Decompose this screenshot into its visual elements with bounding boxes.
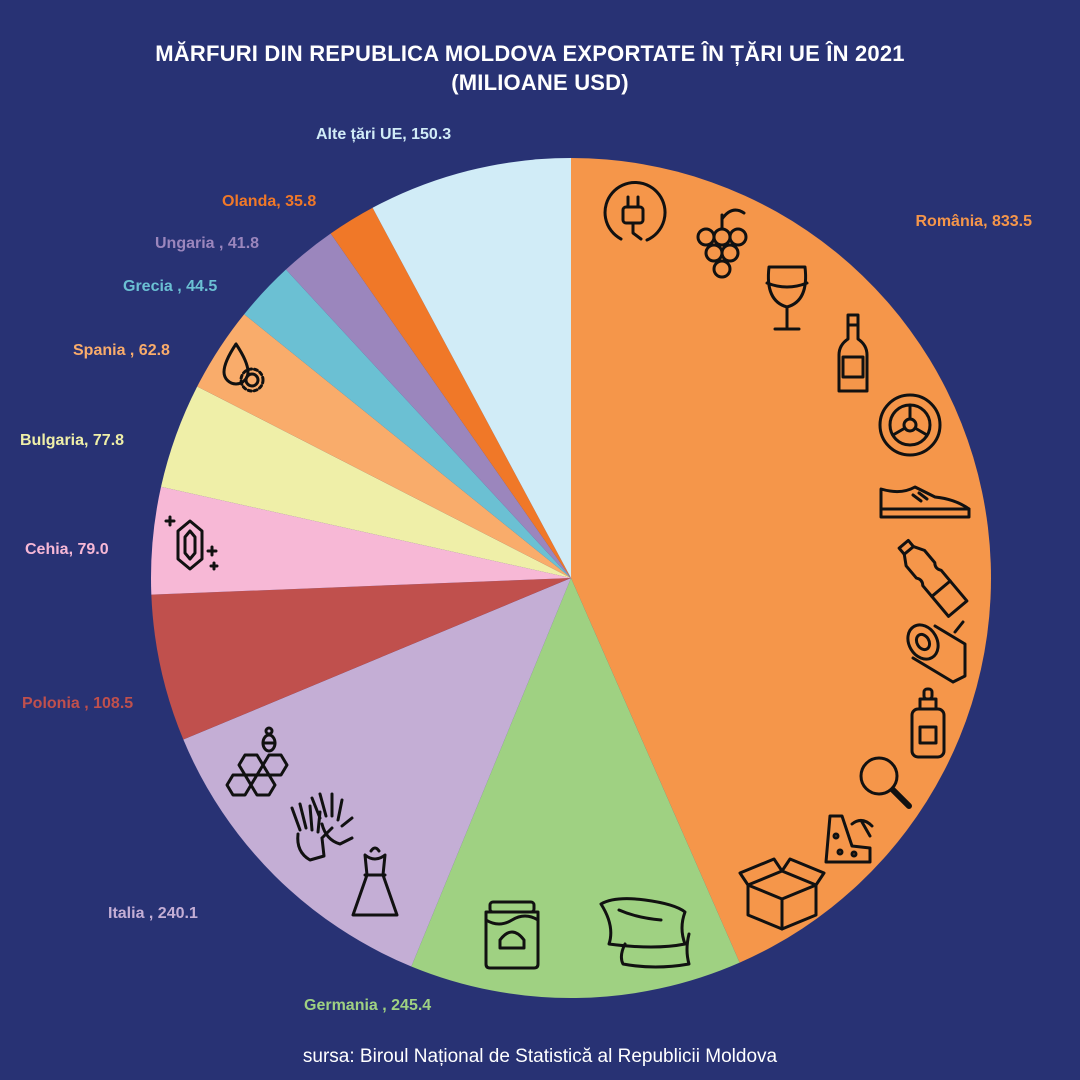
source-note: sursa: Biroul Național de Statistică al … [303, 1046, 778, 1067]
slice-label: Polonia , 108.5 [22, 695, 133, 712]
pie-slice-germania [411, 578, 740, 998]
pie-slices [150, 158, 991, 998]
honeycomb-bee-icon [225, 726, 289, 797]
chart-title-line-2: (MILIOANE USD) [451, 70, 629, 95]
slice-label: Italia , 240.1 [108, 905, 198, 922]
pie-slice-italia [183, 578, 571, 967]
dropper-bottle-icon [910, 687, 946, 759]
slice-label: Cehia, 79.0 [25, 541, 109, 558]
gloves-icon [290, 792, 354, 862]
pie-slice-alte-țări-ue [372, 158, 571, 578]
pie-slice-bulgaria [161, 386, 571, 578]
pie-slice-spania [197, 314, 571, 578]
tire-icon [878, 393, 942, 457]
box-icon [738, 857, 826, 931]
ore-icon [824, 814, 874, 864]
pie-slice-polonia [151, 578, 571, 740]
pie-slice-olanda [330, 207, 571, 578]
plug-icon [603, 181, 667, 242]
pie-slice-românia [571, 158, 991, 963]
magnifier-icon [859, 756, 912, 809]
slice-label: Bulgaria, 77.8 [20, 432, 124, 449]
pie-slice-cehia [150, 486, 571, 595]
jar-icon [484, 900, 540, 970]
slice-label: Alte țări UE, 150.3 [316, 126, 451, 143]
gem-icon [164, 515, 219, 571]
slice-label: Olanda, 35.8 [222, 193, 316, 210]
slice-label: România, 833.5 [916, 213, 1033, 230]
shoe-icon [879, 485, 971, 519]
slice-labels: România, 833.5 Germania , 245.4 Italia , 2… [20, 126, 1032, 1014]
slice-label: Ungaria , 41.8 [155, 235, 259, 252]
pie-slice-grecia [244, 269, 571, 578]
product-icons [164, 181, 971, 970]
grapes-icon [696, 208, 748, 279]
log-icon [906, 620, 967, 684]
slice-label: Germania , 245.4 [304, 997, 431, 1014]
pie-slice-ungaria [285, 233, 571, 579]
pillows-icon [599, 897, 691, 969]
slice-label: Spania , 62.8 [73, 342, 170, 359]
plastic-bottle-icon [897, 538, 969, 618]
slice-label: Grecia , 44.5 [123, 278, 217, 295]
bottle-icon [837, 313, 869, 393]
oil-drop-sunflower-icon [222, 342, 265, 393]
wine-glass-icon [765, 265, 809, 331]
chart-title-line-1: MĂRFURI DIN REPUBLICA MOLDOVA EXPORTATE … [155, 41, 904, 66]
dress-icon [351, 846, 399, 917]
